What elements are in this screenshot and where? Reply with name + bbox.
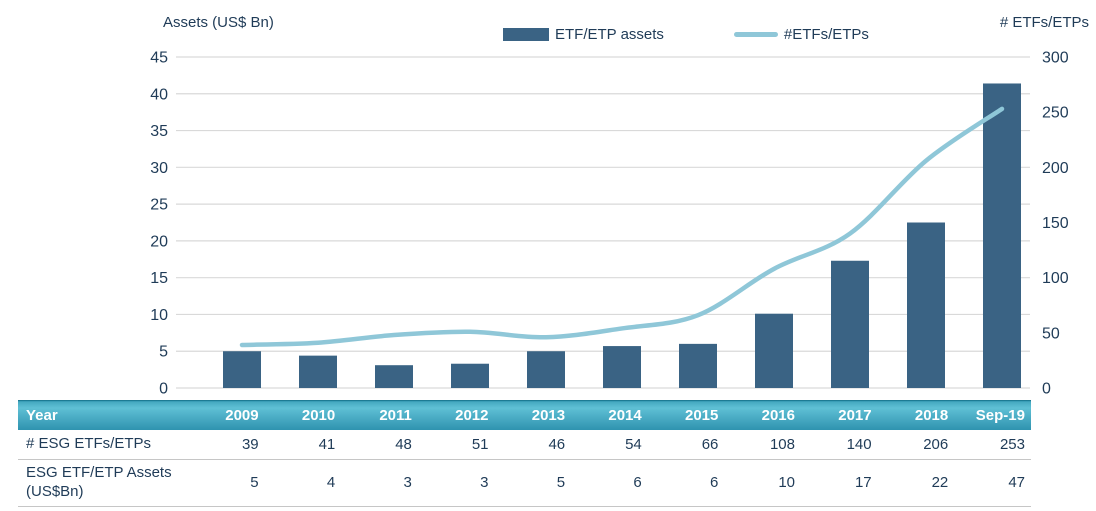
legend-item-assets: ETF/ETP assets bbox=[503, 26, 664, 43]
left-axis-tick: 10 bbox=[150, 307, 168, 324]
bar-swatch-icon bbox=[503, 28, 549, 41]
left-axis-tick: 45 bbox=[150, 50, 168, 67]
left-axis-title: Assets (US$ Bn) bbox=[163, 14, 274, 31]
legend-label-count: #ETFs/ETPs bbox=[783, 26, 869, 43]
table-row: ESG ETF/ETP Assets (US$Bn) 5 4 3 3 5 6 6 10 17 22 4… bbox=[18, 459, 1031, 506]
table-cell: 6 bbox=[633, 474, 642, 491]
right-axis-tick: 200 bbox=[1042, 160, 1069, 177]
table-row-label: ESG ETF/ETP Assets (US$Bn) bbox=[26, 463, 172, 500]
table-header-year-cell: 2014 bbox=[571, 400, 648, 430]
table-cell: 66 bbox=[701, 435, 719, 453]
bar-2014 bbox=[603, 346, 641, 388]
left-axis-tick: 20 bbox=[150, 233, 168, 250]
left-axis-tick: 15 bbox=[150, 270, 168, 287]
table-cell: 206 bbox=[923, 435, 949, 453]
table-header-year-cell: 2017 bbox=[801, 400, 878, 430]
left-axis-tick: 25 bbox=[150, 197, 168, 214]
right-axis-tick: 100 bbox=[1042, 270, 1069, 287]
table-cell: 41 bbox=[318, 435, 336, 453]
right-axis-title: # ETFs/ETPs bbox=[999, 14, 1089, 31]
right-axis-tick: 0 bbox=[1042, 381, 1051, 398]
table-cell: 48 bbox=[395, 435, 412, 453]
table-header-year-cell: 2018 bbox=[877, 400, 955, 430]
right-axis-tick: 250 bbox=[1042, 105, 1069, 122]
table-cell: 54 bbox=[625, 435, 642, 453]
chart-legend: ETF/ETP assets #ETFs/ETPs bbox=[503, 26, 869, 43]
table-header-year-cell: 2009 bbox=[188, 400, 265, 430]
table-cell: 51 bbox=[471, 435, 489, 453]
table-header-year-cell: 2012 bbox=[417, 400, 495, 430]
table-row-label: # ESG ETFs/ETPs bbox=[26, 434, 152, 452]
bar-2012 bbox=[451, 363, 489, 388]
right-axis-tick: 50 bbox=[1042, 325, 1060, 342]
table-cell: 46 bbox=[548, 435, 566, 453]
table-cell: 22 bbox=[931, 474, 949, 491]
right-axis-tick: 150 bbox=[1042, 215, 1069, 232]
table-cell: 39 bbox=[241, 435, 259, 453]
table-cell: 3 bbox=[480, 474, 489, 491]
bar-2015 bbox=[679, 343, 717, 388]
data-table: Year 2009 2010 2011 2012 2013 2014 2015 2016 2017… bbox=[18, 400, 1031, 507]
table-header-label: Year bbox=[18, 400, 188, 430]
bar-2016 bbox=[755, 313, 793, 388]
table-header-year-cell: 2011 bbox=[341, 400, 418, 430]
table-header-year-cell: 2010 bbox=[264, 400, 342, 430]
table-row: # ESG ETFs/ETPs 39 41 48 51 46 54 66 108 140 206 25… bbox=[18, 430, 1031, 459]
table-header-year-cell: 2016 bbox=[724, 400, 801, 430]
left-axis-tick: 5 bbox=[159, 344, 168, 361]
legend-label-assets: ETF/ETP assets bbox=[555, 26, 664, 43]
table-header-row: Year 2009 2010 2011 2012 2013 2014 2015 2016 2017… bbox=[18, 400, 1031, 430]
table-cell: 140 bbox=[846, 435, 872, 453]
table-cell: 5 bbox=[556, 474, 566, 491]
legend-item-count: #ETFs/ETPs bbox=[733, 26, 869, 43]
table-cell: 5 bbox=[250, 474, 259, 491]
table-header-year-cell: 2015 bbox=[647, 400, 725, 430]
table-cell: 4 bbox=[326, 474, 336, 491]
table-cell: 6 bbox=[710, 474, 719, 491]
table-cell: 253 bbox=[999, 435, 1025, 453]
bar-2018 bbox=[907, 222, 945, 388]
bar-2010 bbox=[299, 355, 337, 388]
table-cell: 47 bbox=[1008, 474, 1025, 491]
bar-2017 bbox=[831, 260, 869, 388]
left-axis-tick: 0 bbox=[159, 381, 168, 398]
combo-chart: 0 5 10 15 20 25 30 35 40 45 0 50 100 150 200 250 300 bbox=[150, 50, 1069, 398]
table-header-year-cell: 2013 bbox=[494, 400, 572, 430]
left-axis-tick: 40 bbox=[150, 86, 168, 103]
left-axis-tick: 30 bbox=[150, 160, 168, 177]
line-swatch-icon bbox=[733, 32, 778, 37]
etf-count-line bbox=[239, 106, 1005, 348]
left-axis-tick: 35 bbox=[150, 123, 168, 140]
bar-2009 bbox=[223, 351, 261, 388]
table-cell: 10 bbox=[778, 474, 795, 491]
bar-2011 bbox=[375, 365, 413, 388]
table-cell: 17 bbox=[854, 474, 872, 491]
bar-2013 bbox=[527, 351, 565, 388]
right-axis-tick: 300 bbox=[1042, 50, 1069, 67]
table-header-year-cell: Sep-19 bbox=[954, 400, 1031, 430]
bar-Sep-19 bbox=[983, 83, 1021, 388]
table-cell: 3 bbox=[403, 474, 412, 491]
table-cell: 108 bbox=[769, 435, 795, 453]
